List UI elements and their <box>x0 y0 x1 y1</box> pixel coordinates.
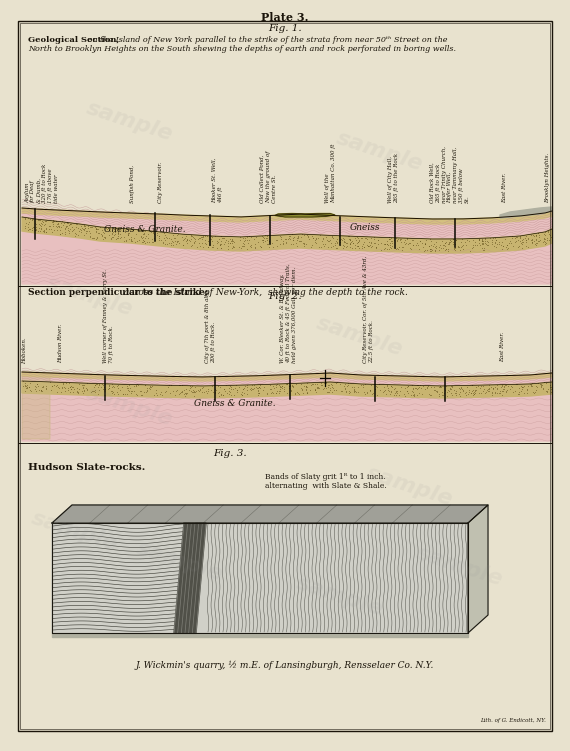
Polygon shape <box>196 523 468 633</box>
Text: Hudson Slate-rocks.: Hudson Slate-rocks. <box>28 463 145 472</box>
Text: Hoboken.: Hoboken. <box>22 337 27 364</box>
Text: sample: sample <box>334 128 426 174</box>
Text: Fig. 3.: Fig. 3. <box>213 449 247 458</box>
Polygon shape <box>22 393 552 441</box>
Polygon shape <box>275 213 335 217</box>
Text: Hooker St. Well,
446 ft: Hooker St. Well, 446 ft <box>212 158 223 203</box>
Text: Sunfish Pond,: Sunfish Pond, <box>130 165 135 203</box>
Text: Gneiss: Gneiss <box>350 222 380 231</box>
Polygon shape <box>22 208 552 224</box>
Text: sample: sample <box>294 572 386 620</box>
Text: sample: sample <box>364 463 456 509</box>
Text: City Reservoir.: City Reservoir. <box>158 162 163 203</box>
Text: Plate 3.: Plate 3. <box>261 12 309 23</box>
Text: on the Island of New York parallel to the strike of the strata from near 50ᵗʰ St: on the Island of New York parallel to th… <box>85 36 447 44</box>
Text: sample: sample <box>134 538 226 584</box>
Text: Asylum
for Deaf
& Dumb,
320 ft to Rock
176 ft above
tide water: Asylum for Deaf & Dumb, 320 ft to Rock 1… <box>25 164 59 203</box>
Text: Old Rock Well,
265 ft to Rock
near Trinity Church,
Hofer Well,
near Tammany Hall: Old Rock Well, 265 ft to Rock near Trini… <box>430 146 470 203</box>
Text: East River.: East River. <box>500 332 505 362</box>
Polygon shape <box>22 213 552 239</box>
Text: Brooklyn Heights.: Brooklyn Heights. <box>545 152 550 203</box>
Text: Well of the
Manhattan Co. 300 ft: Well of the Manhattan Co. 300 ft <box>325 143 336 203</box>
Text: Geological Section,: Geological Section, <box>28 36 119 44</box>
Text: Bands of Slaty grit 1ᴿ to 1 inch.
alternating  with Slate & Shale.: Bands of Slaty grit 1ᴿ to 1 inch. altern… <box>265 473 387 490</box>
Polygon shape <box>174 523 206 633</box>
Text: Fig. 2.: Fig. 2. <box>268 292 302 301</box>
Text: across the Island of New-York,  shewing the depth to the rock.: across the Island of New-York, shewing t… <box>118 288 408 297</box>
Text: sample: sample <box>44 273 136 319</box>
Text: East River.: East River. <box>502 173 507 203</box>
Polygon shape <box>22 231 552 284</box>
Text: sample: sample <box>84 382 176 430</box>
Text: City of 7th port & 8th ally.
200 ft to Rock.: City of 7th port & 8th ally. 200 ft to R… <box>205 290 216 363</box>
Text: North to Brooklyn Heights on the South shewing the depths of earth and rock perf: North to Brooklyn Heights on the South s… <box>28 45 456 53</box>
Text: sample: sample <box>414 542 506 590</box>
Text: Section perpendicular to the strike;: Section perpendicular to the strike; <box>28 288 208 297</box>
Polygon shape <box>22 217 552 253</box>
Text: Gneiss & Granite.: Gneiss & Granite. <box>104 225 186 234</box>
Text: sample: sample <box>84 98 176 144</box>
Text: J. Wickmin's quarry, ½ m.E. of Lansingburgh, Rensselaer Co. N.Y.: J. Wickmin's quarry, ½ m.E. of Lansingbu… <box>136 661 434 671</box>
Polygon shape <box>22 376 552 386</box>
Text: Hudson River.: Hudson River. <box>58 324 63 363</box>
Text: Well corner of Fanney & Ferry St.
70 ft to Rock.: Well corner of Fanney & Ferry St. 70 ft … <box>103 269 114 363</box>
Text: sample: sample <box>29 508 121 554</box>
Text: Lith. of G. Endicott, NY.: Lith. of G. Endicott, NY. <box>480 718 546 723</box>
Polygon shape <box>468 505 488 633</box>
Text: sample: sample <box>314 312 406 360</box>
Text: City Reservoir, Cor. of 5th Ave & 43rd,
22.5 ft to Rock.: City Reservoir, Cor. of 5th Ave & 43rd, … <box>363 256 374 363</box>
Polygon shape <box>500 207 552 218</box>
Polygon shape <box>52 633 468 637</box>
Text: W. Cor. Bleeker St. & Broadway,
40 ft to Rock & 45 ft Federal Trails,
held given: W. Cor. Bleeker St. & Broadway, 40 ft to… <box>280 264 296 363</box>
Polygon shape <box>22 376 50 439</box>
Text: Fig. 1.: Fig. 1. <box>268 24 302 33</box>
Text: Gneiss & Granite.: Gneiss & Granite. <box>194 400 276 409</box>
Polygon shape <box>52 505 488 523</box>
Polygon shape <box>52 523 195 633</box>
Text: Old Collect Pond,
Now the ground of
Centre St.: Old Collect Pond, Now the ground of Cent… <box>260 151 276 203</box>
Polygon shape <box>22 381 552 398</box>
Text: Well of City Hall,
265 ft to the Rock: Well of City Hall, 265 ft to the Rock <box>388 153 399 203</box>
Polygon shape <box>22 372 552 381</box>
